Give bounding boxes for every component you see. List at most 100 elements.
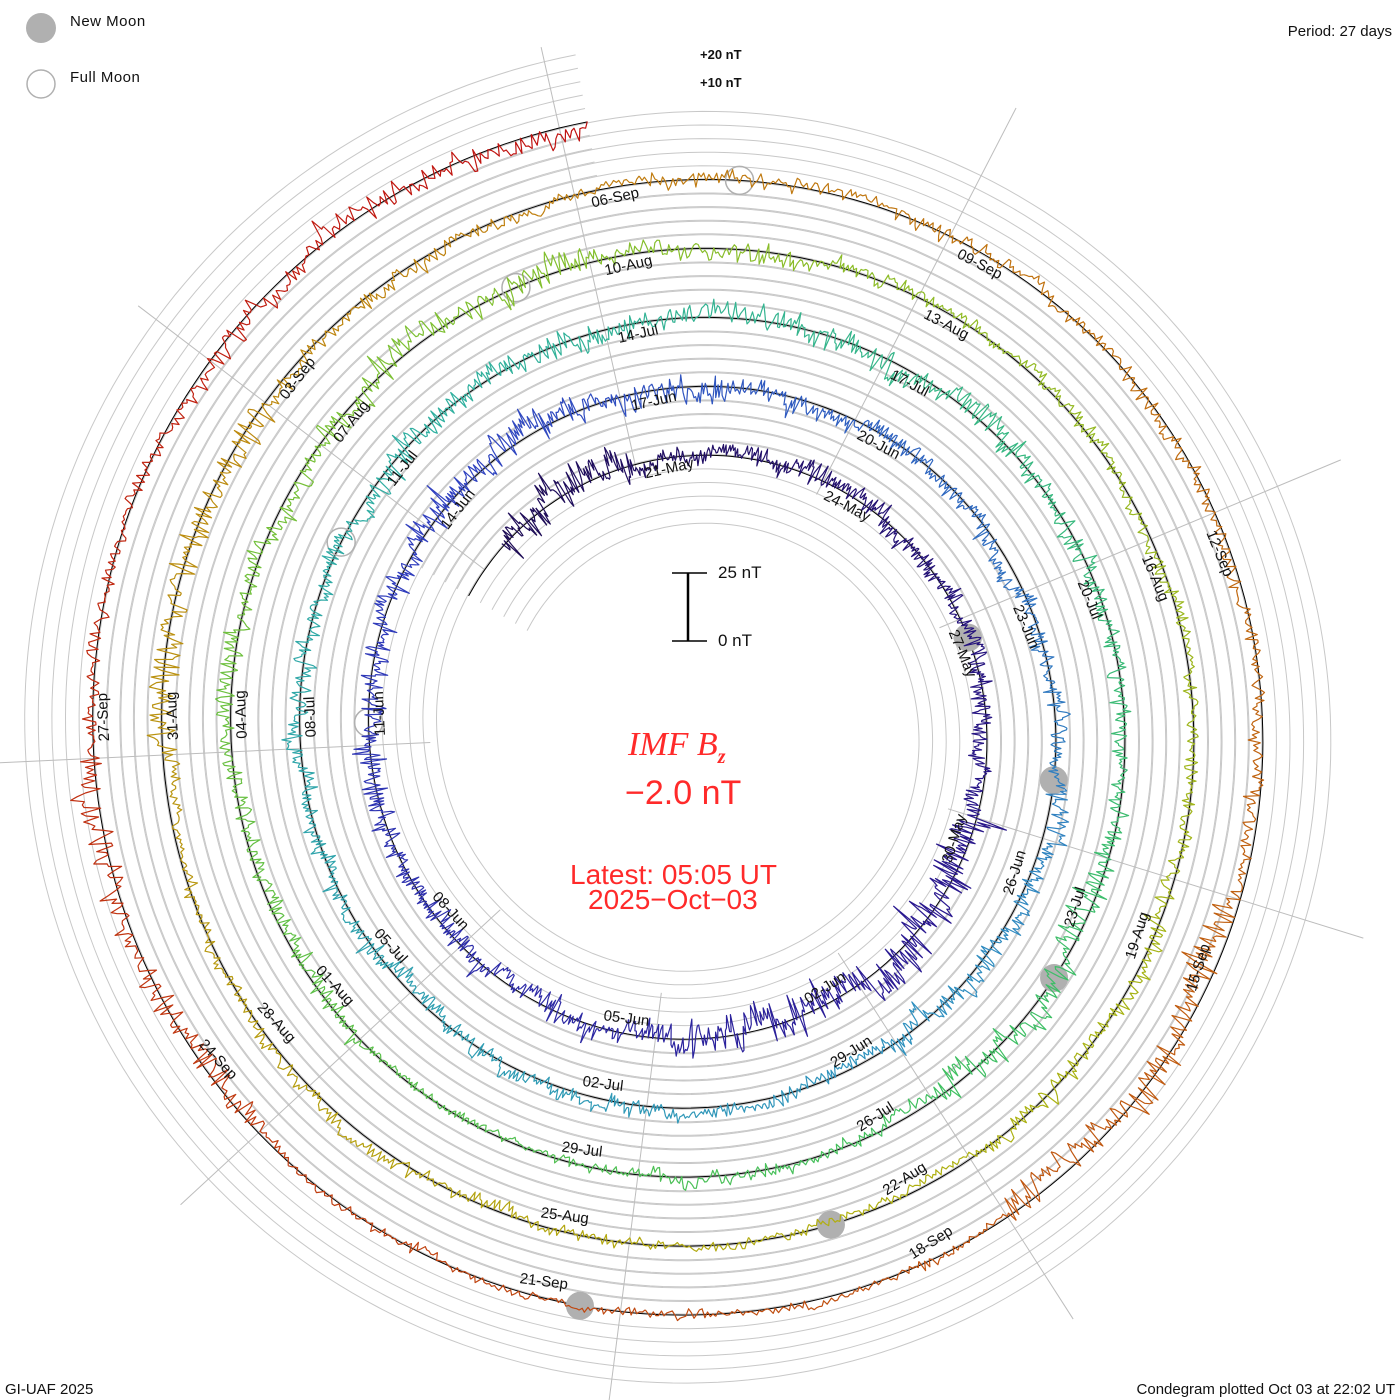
bz-trace-segment: [546, 330, 577, 360]
bz-trace-segment: [1164, 587, 1185, 619]
bz-trace-segment: [361, 693, 387, 715]
bz-trace-segment: [306, 610, 323, 637]
bz-trace-segment: [807, 459, 829, 485]
bz-trace-segment: [1154, 1033, 1186, 1073]
bz-trace-segment: [988, 547, 1003, 570]
bz-trace-segment: [605, 175, 640, 188]
bz-trace-segment: [1110, 731, 1128, 759]
latest-time: Latest: 05:05 UT: [570, 859, 778, 890]
bz-trace-segment: [823, 1137, 850, 1159]
bz-trace-segment: [281, 729, 303, 755]
bz-trace-segment: [1043, 955, 1077, 981]
bz-trace-segment: [750, 1306, 787, 1316]
bz-trace-segment: [633, 384, 651, 413]
bz-trace-segment: [361, 355, 383, 392]
bz-trace-segment: [114, 928, 145, 963]
bz-trace-segment: [501, 526, 525, 559]
bz-trace-segment: [216, 440, 247, 474]
bz-trace-segment: [883, 352, 910, 389]
bz-trace-segment: [126, 461, 151, 497]
bz-trace-segment: [680, 1308, 717, 1319]
bz-trace-segment: [851, 487, 868, 511]
bz-trace-segment: [928, 386, 964, 401]
bz-trace-segment: [963, 636, 988, 656]
bz-trace-segment: [504, 1288, 540, 1300]
bz-trace-segment: [671, 374, 693, 405]
bz-trace-segment: [562, 463, 580, 507]
bz-trace-segment: [937, 1063, 962, 1100]
bz-trace-segment: [967, 742, 986, 761]
bz-trace-segment: [853, 419, 881, 432]
bz-trace-segment: [609, 1306, 646, 1316]
bz-trace-segment: [166, 402, 188, 434]
bz-trace-segment: [614, 242, 643, 266]
bz-trace-segment: [405, 881, 427, 900]
bz-trace-segment: [343, 294, 373, 322]
bz-trace-segment: [418, 311, 455, 336]
bz-trace-segment: [265, 1136, 289, 1166]
bz-trace-segment: [1083, 581, 1108, 607]
bz-trace-segment: [458, 1111, 485, 1130]
bz-trace-segment: [695, 1107, 720, 1119]
bz-trace-segment: [149, 686, 174, 721]
bz-trace-segment: [1050, 727, 1068, 751]
radial-grid-line: [947, 808, 1364, 939]
bz-trace-segment: [532, 1148, 558, 1164]
bz-trace-segment: [1105, 998, 1131, 1024]
bz-trace-segment: [439, 1259, 472, 1280]
bz-trace-segment: [202, 471, 229, 503]
bz-trace-segment: [1242, 775, 1265, 811]
bz-trace-segment: [966, 236, 994, 261]
bz-trace-segment: [819, 328, 843, 351]
bz-trace-segment: [949, 824, 976, 848]
bz-trace-segment: [443, 922, 468, 947]
bz-trace-segment: [507, 512, 538, 537]
bz-trace-segment: [169, 783, 183, 816]
bz-trace-segment: [352, 753, 388, 772]
bz-trace-segment: [1028, 640, 1055, 666]
bz-trace-segment: [925, 296, 954, 314]
new-moon-marker: [565, 1291, 594, 1320]
bz-trace-segment: [758, 243, 789, 268]
bz-trace-segment: [392, 258, 429, 278]
bz-trace-segment: [1050, 1137, 1095, 1167]
bz-trace-segment: [276, 367, 303, 392]
bz-trace-segment: [1217, 544, 1237, 578]
bz-trace-segment: [376, 459, 406, 491]
bz-trace-segment: [1036, 840, 1068, 861]
bz-trace-segment: [422, 506, 448, 529]
bz-trace-segment: [974, 759, 992, 779]
bz-trace-segment: [918, 1251, 954, 1272]
grid-label-10: +10 nT: [700, 75, 742, 90]
bz-trace-segment: [718, 1171, 747, 1186]
bz-trace-segment: [387, 1158, 417, 1179]
bz-trace-segment: [756, 448, 774, 467]
bz-trace-segment: [971, 707, 993, 727]
bz-trace-segment: [695, 298, 722, 319]
bz-trace-segment: [967, 653, 986, 675]
bz-trace-segment: [1183, 765, 1199, 797]
bz-trace-segment: [344, 1206, 376, 1233]
bz-trace-segment: [423, 407, 448, 434]
bz-trace-segment: [970, 691, 991, 709]
bz-trace-segment: [1125, 972, 1151, 1000]
bz-trace-segment: [374, 595, 398, 616]
bz-trace-segment: [699, 247, 730, 261]
bz-trace-segment: [975, 1135, 1007, 1154]
bz-trace-segment: [638, 1165, 666, 1182]
bz-trace-segment: [1053, 511, 1076, 539]
bz-trace-segment: [1240, 809, 1257, 846]
bz-trace-segment: [280, 262, 306, 292]
bz-trace-segment: [464, 371, 483, 402]
bz-trace-segment: [1046, 817, 1070, 842]
bz-trace-segment: [477, 287, 512, 311]
bz-trace-segment: [662, 1023, 680, 1057]
bz-trace-segment: [669, 304, 697, 323]
bz-trace-segment: [495, 1055, 517, 1080]
bz-trace-segment: [949, 606, 972, 624]
bz-trace-segment: [842, 264, 875, 279]
bz-trace-segment: [503, 353, 529, 374]
bz-trace-segment: [360, 674, 384, 695]
bz-trace-segment: [992, 1022, 1027, 1045]
bz-trace-segment: [1095, 342, 1122, 370]
